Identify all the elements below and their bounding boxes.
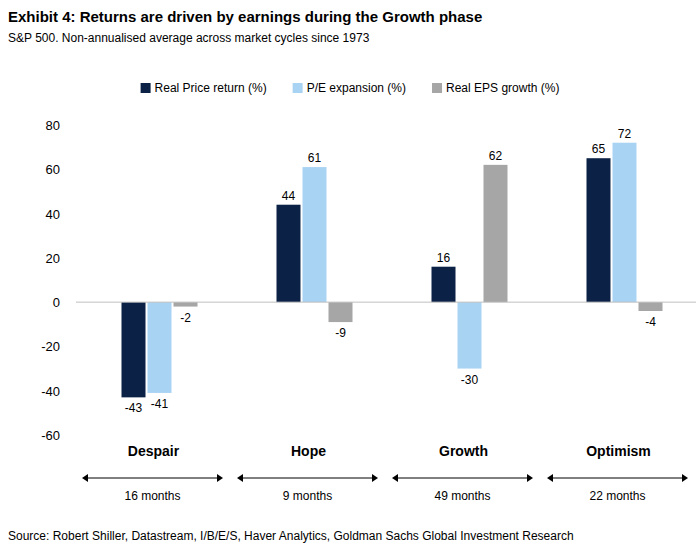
tick: [79, 435, 82, 436]
category-label: Growth: [439, 443, 488, 459]
bar: [484, 165, 508, 302]
tick: [79, 257, 82, 258]
arrow-line: [241, 478, 374, 479]
bar: [148, 302, 172, 393]
bar: [639, 302, 663, 311]
duration-label: 49 months: [434, 489, 490, 503]
category-label: Optimism: [586, 443, 651, 459]
duration-label: 22 months: [589, 489, 645, 503]
bar: [613, 143, 637, 302]
durations: 16 months 9 months 49 months 22 months: [82, 474, 688, 503]
tick: [79, 346, 82, 347]
arrow-head: [237, 474, 243, 482]
legend-swatch: [141, 83, 151, 93]
bars: [122, 143, 663, 398]
legend-swatch: [293, 83, 303, 93]
arrow-head: [372, 474, 378, 482]
data-label: -43: [125, 401, 143, 415]
y-tick-label: 20: [46, 251, 60, 266]
title: Exhibit 4: Returns are driven by earning…: [8, 8, 482, 25]
tick: [79, 125, 82, 126]
bar: [458, 302, 482, 368]
y-tick-label: -60: [41, 428, 60, 443]
arrow-line: [86, 478, 219, 479]
tick: [79, 213, 82, 214]
chart: Exhibit 4: Returns are driven by earning…: [0, 0, 700, 560]
legend-label: Real Price return (%): [155, 81, 267, 95]
legend: Real Price return (%) P/E expansion (%) Re…: [141, 81, 560, 95]
arrow-head: [392, 474, 398, 482]
arrow-head: [217, 474, 223, 482]
arrow-head: [682, 474, 688, 482]
data-label: 65: [592, 142, 606, 156]
duration-label: 16 months: [124, 489, 180, 503]
duration-label: 9 months: [283, 489, 332, 503]
category-label: Despair: [128, 443, 180, 459]
data-label: -4: [645, 315, 656, 329]
y-tick-label: 40: [46, 207, 60, 222]
data-label: -30: [461, 373, 479, 387]
bar: [303, 167, 327, 302]
tick: [79, 169, 82, 170]
arrow-head: [82, 474, 88, 482]
legend-label: Real EPS growth (%): [446, 81, 559, 95]
y-tick-label: 0: [53, 295, 60, 310]
legend-swatch: [432, 83, 442, 93]
data-labels: -43 44 16 65 -41 61 -30 72 -2 -9 62 -4: [125, 127, 656, 416]
data-label: 72: [618, 127, 632, 141]
arrow-line: [551, 478, 684, 479]
y-tick-label: 60: [46, 162, 60, 177]
data-label: -41: [151, 397, 169, 411]
y-tick-label: -20: [41, 339, 60, 354]
zero-line: [76, 302, 696, 303]
source: Source: Robert Shiller, Datastream, I/B/…: [8, 529, 574, 543]
category-label: Hope: [291, 443, 326, 459]
arrow-head: [527, 474, 533, 482]
data-label: -2: [180, 311, 191, 325]
data-label: 61: [308, 151, 322, 165]
bar: [122, 302, 146, 397]
bar: [277, 205, 301, 302]
arrow-line: [396, 478, 529, 479]
bar: [329, 302, 353, 322]
bar: [174, 302, 198, 306]
arrow-head: [547, 474, 553, 482]
tick: [79, 390, 82, 391]
bar: [587, 158, 611, 302]
data-label: -9: [335, 326, 346, 340]
subtitle: S&P 500. Non-annualised average across m…: [8, 31, 370, 45]
y-tick-label: 80: [46, 118, 60, 133]
data-label: 44: [282, 189, 296, 203]
y-tick-label: -40: [41, 384, 60, 399]
legend-label: P/E expansion (%): [307, 81, 406, 95]
data-label: 62: [489, 149, 503, 163]
bar: [432, 267, 456, 302]
data-label: 16: [437, 251, 451, 265]
